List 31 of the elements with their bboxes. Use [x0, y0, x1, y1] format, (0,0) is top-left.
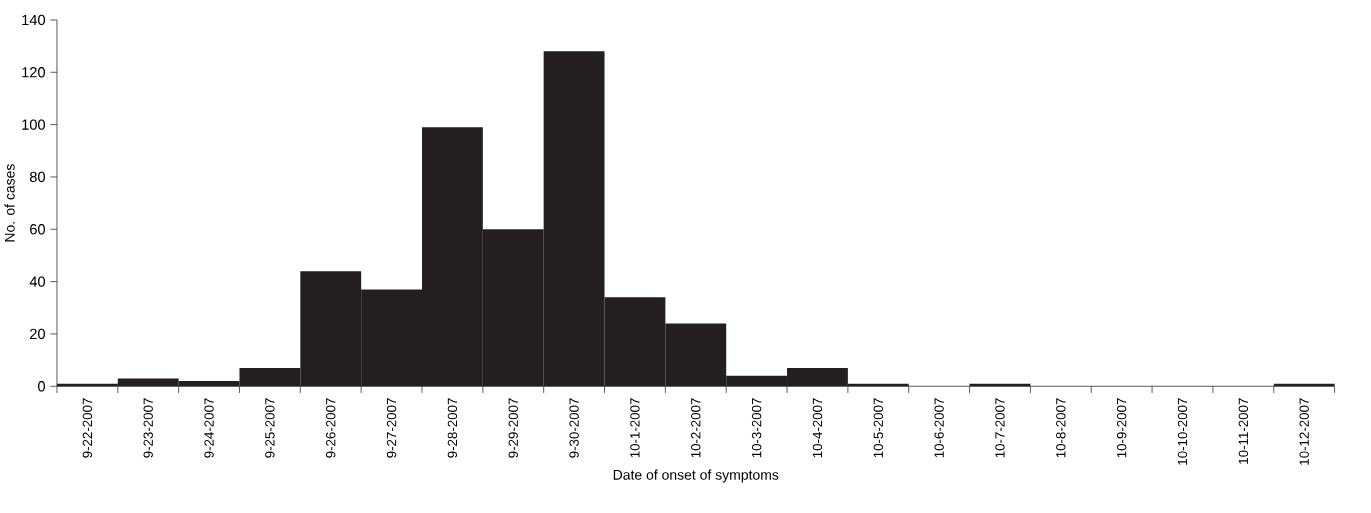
x-tick-label: 9-30-2007 [569, 398, 579, 458]
x-tick-label: 9-25-2007 [265, 398, 275, 458]
x-tick-label: 10-11-2007 [1238, 398, 1249, 464]
x-tick-label: 10-8-2007 [1056, 398, 1066, 458]
x-tick-label: 10-6-2007 [934, 398, 944, 458]
y-tick-label: 20 [30, 328, 46, 340]
y-tick-label: 0 [38, 381, 46, 392]
x-tick-label: 9-23-2007 [143, 398, 153, 458]
y-tick-label: 120 [22, 67, 46, 78]
x-tick-label: 10-9-2007 [1116, 398, 1127, 458]
x-tick-label: 9-24-2007 [204, 398, 214, 458]
x-tick-label: 9-28-2007 [447, 398, 458, 458]
y-tick-label: 140 [22, 14, 46, 26]
x-axis-title: Date of onset of symptoms [613, 469, 779, 483]
x-tick-label: 10-4-2007 [812, 398, 823, 458]
x-tick-label: 10-5-2007 [873, 398, 883, 458]
x-tick-label: 10-3-2007 [751, 398, 762, 458]
x-tick-label: 9-22-2007 [82, 398, 93, 458]
y-tick-label: 60 [30, 224, 46, 235]
y-tick-label: 100 [22, 119, 46, 130]
x-tick-label: 10-2-2007 [691, 398, 701, 458]
x-tick-label: 9-29-2007 [508, 398, 518, 458]
x-tick-label: 10-10-2007 [1177, 398, 1188, 465]
x-tick-label: 10-1-2007 [630, 398, 640, 458]
x-tick-label: 9-27-2007 [386, 398, 397, 458]
x-tick-label: 10-7-2007 [995, 398, 1005, 458]
x-tick-label: 10-12-2007 [1299, 398, 1309, 465]
y-axis-title: No. of cases [4, 164, 15, 242]
x-tick-label: 9-26-2007 [326, 398, 336, 458]
y-tick-label: 80 [29, 171, 46, 183]
y-tick-label: 40 [29, 276, 46, 287]
